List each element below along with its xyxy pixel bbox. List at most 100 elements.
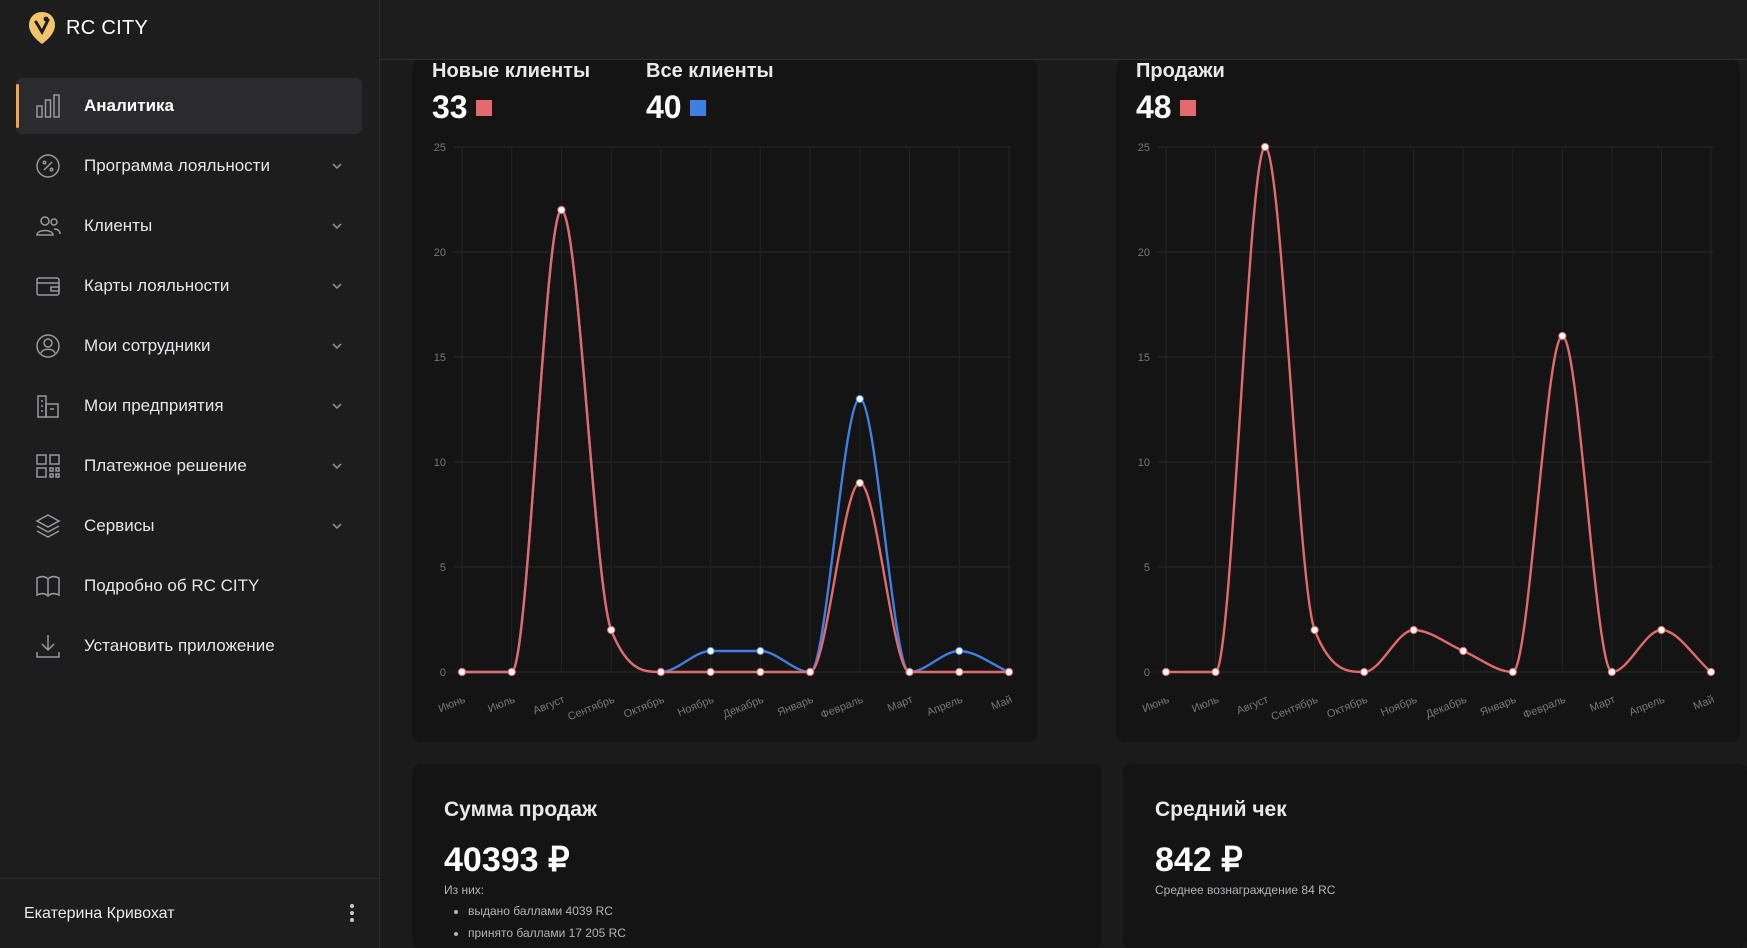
data-point[interactable] [706,646,715,656]
data-point[interactable] [1260,142,1270,152]
sidebar-item-label: Платежное решение [84,456,247,475]
data-point[interactable] [905,667,914,677]
data-point[interactable] [955,667,964,677]
data-point[interactable] [1508,667,1517,677]
x-tick-label: Июль [486,694,517,716]
data-point[interactable] [1004,667,1014,677]
data-point[interactable] [1459,646,1468,656]
avg-check-title: Средний чек [1155,798,1287,821]
data-point[interactable] [507,667,516,677]
logo-icon [29,12,55,44]
chevron-down-icon[interactable] [330,159,344,173]
x-tick-label: Октябрь [622,694,666,721]
y-tick-label: 0 [1144,667,1150,679]
data-point[interactable] [1607,667,1617,677]
book-open-icon [34,572,62,600]
y-tick-label: 5 [1144,562,1150,574]
chevron-down-icon[interactable] [330,459,344,473]
sidebar-item-clients[interactable]: Клиенты [16,198,362,254]
chevron-down-icon[interactable] [330,279,344,293]
x-tick-label: Декабрь [1424,694,1469,721]
clients-chart-card: Новые клиенты 33 Все клиенты 40 0 5 10 15 20… [412,60,1038,742]
data-point[interactable] [756,667,765,677]
data-point[interactable] [457,667,467,677]
data-point[interactable] [855,478,864,488]
data-point[interactable] [706,667,715,677]
new-clients-value: 33 [432,89,468,125]
y-tick-label: 15 [1138,352,1150,364]
sidebar-item-label: Подробно об RC CITY [84,576,260,595]
sidebar-item-label: Аналитика [84,96,174,115]
x-tick-label: Июнь [1141,694,1172,716]
data-point[interactable] [607,625,616,635]
data-point[interactable] [1310,625,1319,635]
data-point[interactable] [1657,625,1666,635]
chevron-down-icon[interactable] [330,219,344,233]
sidebar-item-payments[interactable]: Платежное решение [16,438,362,494]
y-tick-label: 0 [440,667,446,679]
sidebar-item-label: Карты лояльности [84,276,230,295]
qr-code-icon [34,452,62,480]
x-tick-label: Январь [1478,694,1518,719]
data-point[interactable] [1706,667,1716,677]
wallet-icon [34,272,62,300]
y-tick-label: 20 [434,247,446,259]
x-tick-label: Октябрь [1325,694,1369,721]
data-point[interactable] [1360,667,1369,677]
brand-name: RC CITY [66,16,149,39]
all-clients-stat: Все клиенты 40 [646,60,774,126]
data-point[interactable] [805,667,815,677]
sidebar-item-loyalty-program[interactable]: Программа лояльности [16,138,362,194]
sidebar-nav: Аналитика Программа лояльности Клиенты [16,78,362,678]
y-tick-label: 25 [434,142,446,154]
data-point[interactable] [1211,667,1220,677]
sidebar-item-employees[interactable]: Мои сотрудники [16,318,362,374]
grid [1158,146,1713,673]
data-point[interactable] [1409,625,1418,635]
sales-sum-value: 40393 ₽ [444,841,570,879]
x-tick-label: Май [990,694,1014,713]
legend-swatch-red [475,99,492,116]
new-clients-stat: Новые клиенты 33 [432,60,590,126]
sidebar-item-loyalty-cards[interactable]: Карты лояльности [16,258,362,314]
building-icon [34,392,62,420]
more-vertical-icon[interactable] [346,901,358,925]
sales-stat: Продажи 48 [1136,60,1225,126]
x-tick-label: Март [1588,694,1617,715]
x-tick-label: Август [1235,694,1270,718]
sidebar-item-label: Клиенты [84,216,153,235]
sales-chart-card: Продажи 48 0 5 10 15 20 25 Июнь Июль Август Сентя… [1116,60,1740,742]
legend-swatch-red [1179,99,1196,116]
clients-line-chart: 0 5 10 15 20 25 Июнь Июль Август Сентябрь Октябрь Н… [434,142,1014,723]
list-item: выдано баллами 4039 RC [468,904,626,918]
x-tick-label: Апрель [925,694,964,719]
series-line [1166,145,1712,674]
chevron-down-icon[interactable] [330,339,344,353]
chevron-down-icon[interactable] [330,399,344,413]
sidebar-item-about[interactable]: Подробно об RC CITY [16,558,362,614]
series-line [462,208,1009,674]
brand[interactable]: RC CITY [26,10,148,46]
data-point[interactable] [656,667,666,677]
data-point[interactable] [756,646,765,656]
sidebar-item-services[interactable]: Сервисы [16,498,362,554]
legend-swatch-blue [689,99,706,116]
sidebar-item-install-app[interactable]: Установить приложение [16,618,362,674]
data-point[interactable] [557,205,566,215]
sidebar-item-analytics[interactable]: Аналитика [16,78,362,134]
chevron-down-icon[interactable] [330,519,344,533]
data-point[interactable] [955,646,964,656]
sidebar-item-businesses[interactable]: Мои предприятия [16,378,362,434]
x-tick-label: Май [1692,694,1716,713]
data-point[interactable] [855,394,864,404]
sidebar-item-label: Мои сотрудники [84,336,211,355]
all-clients-value: 40 [646,89,682,125]
bar-chart-icon [34,92,62,120]
x-tick-label: Июнь [437,694,468,716]
data-point[interactable] [1161,667,1171,677]
y-tick-label: 10 [434,457,446,469]
top-bar [380,0,1747,60]
user-name: Екатерина Кривохат [24,904,175,922]
data-point[interactable] [1558,331,1567,341]
